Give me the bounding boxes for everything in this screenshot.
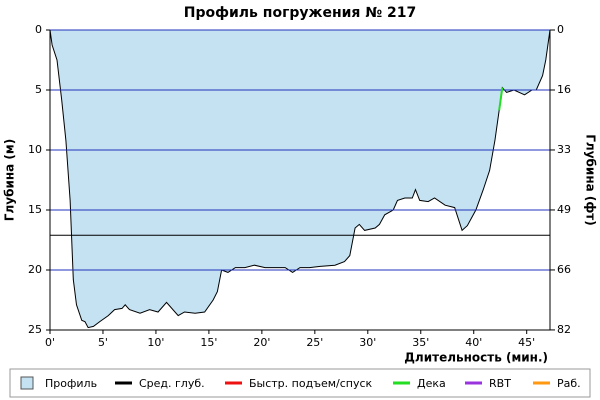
- x-tick-label: 45': [518, 336, 535, 349]
- y-tick-label: 15: [28, 203, 42, 216]
- profile-line: [49, 29, 551, 329]
- y2-tick-label: 66: [557, 263, 571, 276]
- chart-title: Профиль погружения № 217: [184, 5, 417, 21]
- legend-label: RBT: [489, 377, 511, 390]
- plot-frame: [49, 30, 551, 331]
- legend-label: Быстр. подъем/спуск: [249, 377, 373, 390]
- y-tick-label: 25: [28, 323, 42, 336]
- x-tick-label: 20': [253, 336, 270, 349]
- y2-tick-label: 0: [557, 23, 564, 36]
- legend-swatch: [20, 376, 34, 390]
- legend: [9, 368, 591, 398]
- y-tick-label: 5: [35, 83, 42, 96]
- x-tick-label: 40': [465, 336, 482, 349]
- y2-tick-label: 33: [557, 143, 571, 156]
- x-tick-label: 15': [200, 336, 217, 349]
- y2-tick-label: 16: [557, 83, 571, 96]
- y2-tick-label: 82: [557, 323, 571, 336]
- series-line: [498, 87, 504, 111]
- x-tick-label: 10': [147, 336, 164, 349]
- y-tick-label: 0: [35, 23, 42, 36]
- x-tick-label: 0': [45, 336, 55, 349]
- legend-label: Раб.: [557, 377, 581, 390]
- x-tick-label: 35': [412, 336, 429, 349]
- x-tick-label: 30': [359, 336, 376, 349]
- legend-label: Дека: [417, 377, 446, 390]
- y-tick-label: 10: [28, 143, 42, 156]
- legend-label: Сред. глуб.: [139, 377, 205, 390]
- x-tick-label: 25': [306, 336, 323, 349]
- y-axis-label: Глубина (м): [3, 139, 17, 221]
- y2-tick-label: 49: [557, 203, 571, 216]
- y-tick-label: 20: [28, 263, 42, 276]
- x-tick-label: 5': [98, 336, 108, 349]
- y2-axis-label: Глубина (фт): [584, 134, 598, 225]
- legend-label: Профиль: [45, 377, 97, 390]
- x-axis-label: Длительность (мин.): [404, 351, 548, 365]
- profile-area: [50, 30, 550, 328]
